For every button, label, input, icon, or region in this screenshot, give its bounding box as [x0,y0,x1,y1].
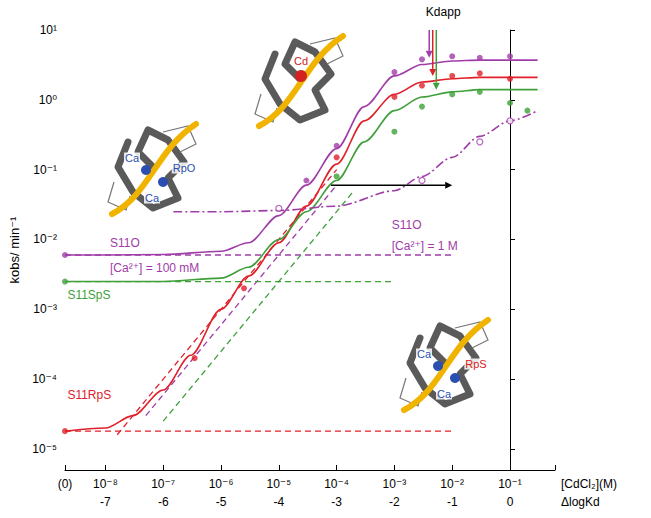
svg-text:RpS: RpS [465,358,486,370]
svg-text:Kdapp: Kdapp [426,5,461,19]
svg-text:10⁻¹: 10⁻¹ [33,163,57,177]
svg-text:-2: -2 [389,495,400,509]
svg-text:-3: -3 [331,495,342,509]
svg-text:RpO: RpO [173,162,196,174]
svg-text:-7: -7 [100,495,111,509]
svg-text:Ca: Ca [125,152,140,164]
svg-text:(0): (0) [58,477,73,491]
svg-text:10⁻³: 10⁻³ [33,302,57,316]
svg-text:10⁻⁴: 10⁻⁴ [324,477,349,491]
svg-text:Cd: Cd [294,55,308,67]
svg-text:10⁻⁸: 10⁻⁸ [93,477,118,491]
svg-text:-4: -4 [273,495,284,509]
svg-text:Ca: Ca [437,388,452,400]
svg-text:10⁻²: 10⁻² [33,232,57,246]
svg-text:S11RpS: S11RpS [67,388,111,402]
svg-text:Ca: Ca [417,348,432,360]
svg-text:S11SpS: S11SpS [67,288,110,302]
svg-text:[CdCl₂](M): [CdCl₂](M) [561,477,617,491]
svg-text:S11O: S11O [392,218,422,232]
svg-text:[Ca²⁺] = 1 M: [Ca²⁺] = 1 M [392,239,458,253]
svg-text:-5: -5 [216,495,227,509]
svg-text:10⁻⁶: 10⁻⁶ [209,477,234,491]
svg-text:10⁻²: 10⁻² [440,477,464,491]
svg-text:Ca: Ca [145,192,160,204]
svg-text:kobs/ min⁻¹: kobs/ min⁻¹ [7,216,22,283]
svg-text:10⁻¹: 10⁻¹ [498,477,522,491]
svg-text:[Ca²⁺] = 100 mM: [Ca²⁺] = 100 mM [110,261,199,275]
svg-text:ΔlogKd: ΔlogKd [561,495,600,509]
svg-text:10⁰: 10⁰ [39,93,57,107]
svg-text:10⁻⁵: 10⁻⁵ [266,477,291,491]
svg-text:-1: -1 [447,495,458,509]
svg-text:10⁻⁵: 10⁻⁵ [32,442,57,456]
svg-text:10⁻³: 10⁻³ [383,477,407,491]
svg-text:0: 0 [507,495,514,509]
svg-text:10⁻⁴: 10⁻⁴ [32,372,57,386]
svg-text:10¹: 10¹ [40,23,57,37]
svg-text:-6: -6 [158,495,169,509]
svg-text:S11O: S11O [110,236,140,250]
svg-text:10⁻⁷: 10⁻⁷ [151,477,175,491]
